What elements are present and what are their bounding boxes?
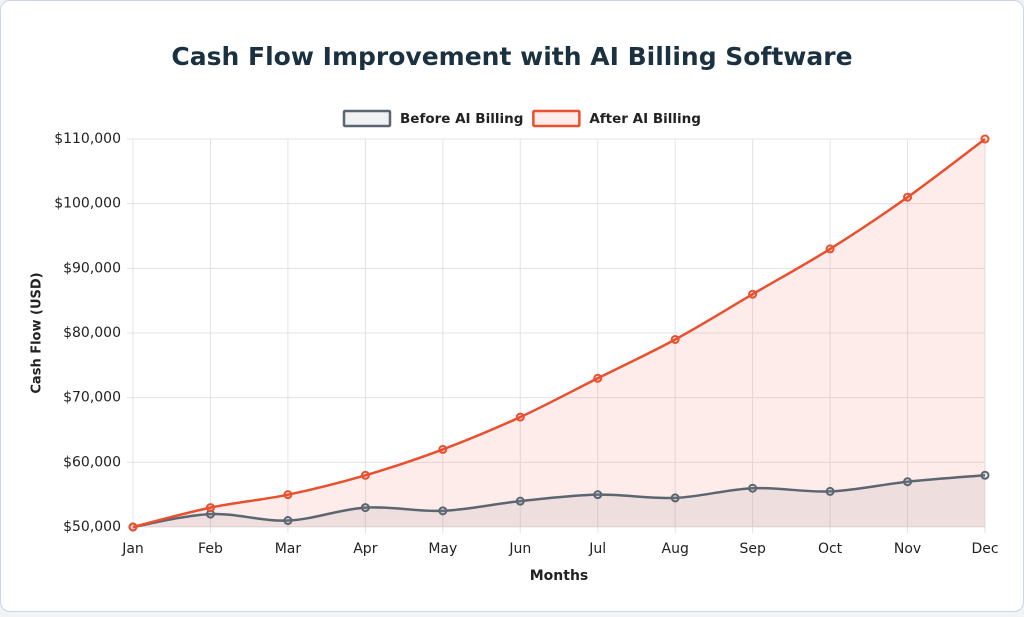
y-tick-label: $70,000 — [63, 390, 121, 406]
x-tick-label: Dec — [971, 541, 998, 557]
data-point — [748, 483, 758, 493]
y-axis-label: Cash Flow (USD) — [30, 272, 45, 393]
data-point — [903, 192, 913, 202]
legend-label: After AI Billing — [589, 111, 701, 127]
x-tick-label: Feb — [198, 541, 223, 557]
data-point — [360, 503, 370, 513]
x-tick-label: Jan — [121, 541, 144, 557]
y-tick-label: $100,000 — [54, 196, 121, 212]
y-tick-label: $60,000 — [63, 454, 121, 470]
data-point — [980, 470, 990, 480]
data-point — [670, 334, 680, 344]
y-tick-label: $80,000 — [63, 325, 121, 341]
data-point — [128, 522, 138, 532]
data-point — [283, 490, 293, 500]
data-point — [205, 503, 215, 513]
x-tick-label: May — [428, 541, 457, 557]
legend-label: Before AI Billing — [400, 111, 523, 127]
data-point — [360, 470, 370, 480]
x-axis-label: Months — [530, 568, 589, 584]
x-tick-label: Jun — [508, 541, 531, 557]
y-tick-label: $90,000 — [63, 260, 121, 276]
data-point — [593, 490, 603, 500]
data-point — [283, 516, 293, 526]
data-point — [825, 486, 835, 496]
legend-swatch — [342, 109, 392, 128]
series-line — [132, 138, 986, 529]
data-point — [748, 289, 758, 299]
x-tick-label: Sep — [739, 541, 766, 557]
x-tick-label: Nov — [894, 541, 921, 557]
series-area — [133, 475, 985, 527]
data-point — [515, 496, 525, 506]
data-point — [980, 134, 990, 144]
x-tick-label: Mar — [275, 541, 302, 557]
series-area — [133, 139, 985, 527]
data-point — [438, 444, 448, 454]
data-point — [515, 412, 525, 422]
chart-title: Cash Flow Improvement with AI Billing So… — [171, 42, 852, 71]
data-point — [593, 373, 603, 383]
x-tick-label: Apr — [353, 541, 377, 557]
data-point — [825, 244, 835, 254]
legend-swatch — [532, 109, 581, 128]
x-tick-label: Oct — [818, 541, 843, 557]
x-tick-label: Aug — [662, 541, 689, 557]
series-line — [132, 474, 986, 529]
y-tick-label: $50,000 — [63, 519, 121, 535]
y-tick-label: $110,000 — [54, 131, 121, 147]
data-point — [903, 477, 913, 487]
data-point — [670, 493, 680, 503]
data-point — [438, 506, 448, 516]
x-tick-label: Jul — [588, 541, 606, 557]
